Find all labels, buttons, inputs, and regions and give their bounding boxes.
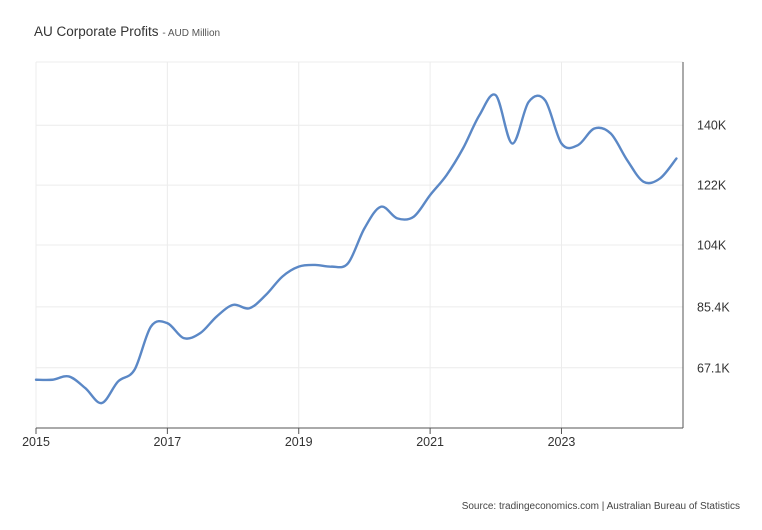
axes: [35, 62, 684, 434]
chart-subtitle: - AUD Million: [162, 28, 221, 39]
y-tick-label: 122K: [697, 179, 727, 193]
x-tick-label: 2019: [285, 435, 313, 449]
series-line-0: [34, 93, 678, 405]
x-tick-label: 2017: [153, 435, 181, 449]
x-tick-label: 2015: [22, 435, 50, 449]
y-tick-label: 104K: [697, 239, 727, 253]
x-tick-label: 2021: [416, 435, 444, 449]
chart-title-text: AU Corporate Profits: [34, 24, 159, 39]
y-tick-label: 67.1K: [697, 361, 730, 375]
source-note: Source: tradingeconomics.com | Australia…: [461, 501, 740, 512]
chart-title: AU Corporate Profits - AUD Million: [34, 24, 220, 39]
x-tick-label: 2023: [548, 435, 576, 449]
y-axis-labels: 67.1K 85.4K 104K 122K 140K: [697, 119, 730, 376]
y-tick-label: 140K: [697, 119, 727, 133]
series-lines: [34, 93, 678, 405]
x-axis-labels: 2015 2017 2019 2021 2023: [22, 435, 575, 449]
y-tick-label: 85.4K: [697, 300, 730, 314]
grid-lines: [35, 61, 683, 428]
